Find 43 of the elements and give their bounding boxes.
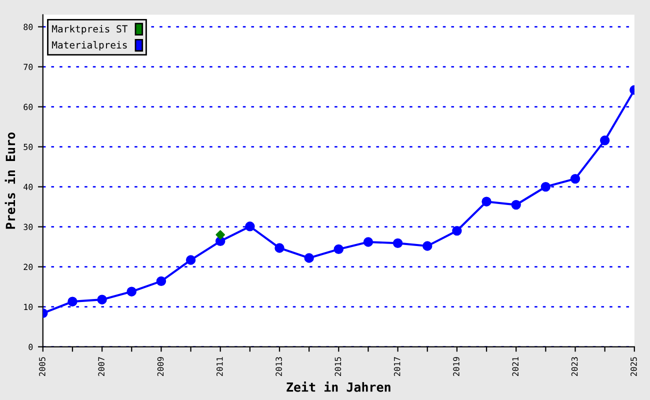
x-tick-label: 2023 xyxy=(571,357,578,376)
point xyxy=(97,294,107,304)
x-tick-label: 2009 xyxy=(157,357,164,376)
x-tick-label: 2021 xyxy=(512,357,519,376)
x-tick-label: 2007 xyxy=(98,357,104,376)
point xyxy=(274,243,284,253)
y-tick-label: 30 xyxy=(24,224,33,230)
legend-label: Materialpreis xyxy=(52,41,127,51)
point xyxy=(245,222,255,232)
x-tick-label: 2011 xyxy=(216,357,223,376)
point xyxy=(392,238,403,248)
point xyxy=(216,230,225,240)
y-tick-label: 70 xyxy=(24,64,33,70)
y-tick-label: 10 xyxy=(24,304,33,310)
y-axis-title: Preis in Euro xyxy=(4,132,16,229)
x-tick-label: 2013 xyxy=(276,357,282,376)
point xyxy=(126,286,136,296)
x-tick-label: 2005 xyxy=(39,357,46,376)
x-tick-label: 2017 xyxy=(394,357,400,376)
y-tick-label: 40 xyxy=(24,184,33,190)
point xyxy=(186,255,196,265)
legend-label: Marktpreis ST xyxy=(52,25,128,34)
point xyxy=(482,196,492,206)
point xyxy=(334,244,344,254)
point xyxy=(511,200,521,210)
x-axis-title: Zeit in Jahren xyxy=(286,381,390,392)
point xyxy=(540,182,551,192)
point xyxy=(570,174,580,184)
y-tick-label: 0 xyxy=(28,344,33,350)
point xyxy=(600,136,610,146)
y-tick-label: 50 xyxy=(24,144,33,150)
point xyxy=(363,237,374,247)
x-tick-label: 2019 xyxy=(453,357,460,376)
point xyxy=(68,296,78,306)
x-tick-label: 2015 xyxy=(334,357,342,376)
y-tick-label: 20 xyxy=(24,264,33,270)
point xyxy=(452,226,462,236)
y-tick-label: 60 xyxy=(24,104,33,110)
x-tick-label: 2025 xyxy=(630,357,637,376)
point xyxy=(156,276,166,286)
point xyxy=(304,253,314,263)
y-tick-label: 80 xyxy=(24,24,33,30)
point xyxy=(422,241,432,251)
